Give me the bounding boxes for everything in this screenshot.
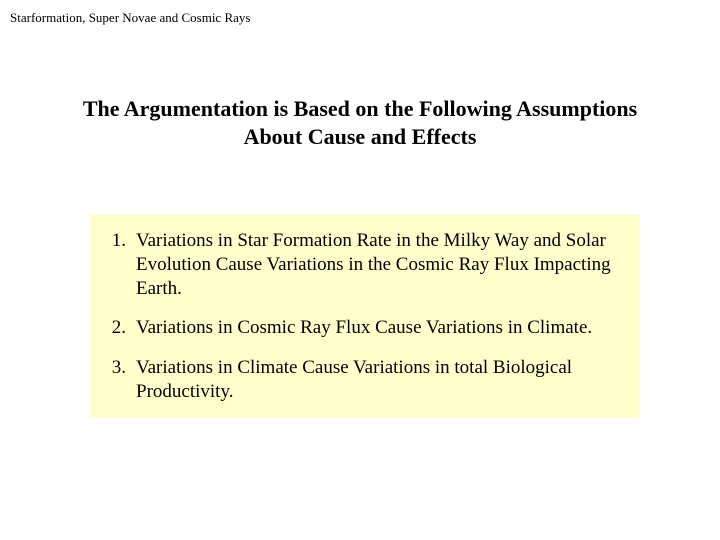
slide-title: The Argumentation is Based on the Follow… <box>0 95 720 150</box>
header-text: Starformation, Super Novae and Cosmic Ra… <box>10 10 250 25</box>
assumptions-list: 1. Variations in Star Formation Rate in … <box>90 215 640 418</box>
slide-page: Starformation, Super Novae and Cosmic Ra… <box>0 0 720 540</box>
list-item: 1. Variations in Star Formation Rate in … <box>108 229 622 300</box>
item-number: 1. <box>108 229 136 300</box>
item-text: Variations in Star Formation Rate in the… <box>136 229 622 300</box>
list-item: 3. Variations in Climate Cause Variation… <box>108 356 622 404</box>
list-item: 2. Variations in Cosmic Ray Flux Cause V… <box>108 316 622 340</box>
slide-header: Starformation, Super Novae and Cosmic Ra… <box>10 10 250 26</box>
title-line-1: The Argumentation is Based on the Follow… <box>83 96 637 121</box>
item-text: Variations in Climate Cause Variations i… <box>136 356 622 404</box>
item-text: Variations in Cosmic Ray Flux Cause Vari… <box>136 316 622 340</box>
item-number: 3. <box>108 356 136 404</box>
title-line-2: About Cause and Effects <box>244 124 477 149</box>
item-number: 2. <box>108 316 136 340</box>
